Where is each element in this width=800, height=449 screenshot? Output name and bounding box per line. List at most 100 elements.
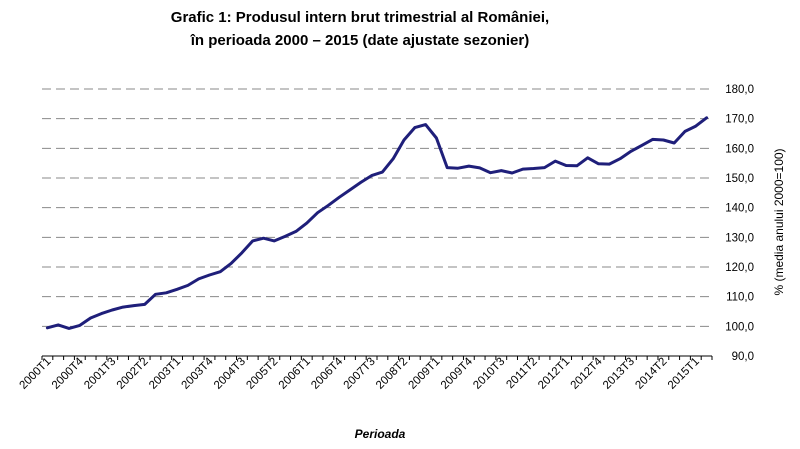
x-tick-label: 2012T1 [536, 356, 572, 392]
x-tick-label: 2005T2 [244, 356, 280, 392]
data-point [478, 166, 481, 170]
data-point [564, 164, 568, 167]
data-point [338, 196, 341, 199]
chart-title-line2: în perioada 2000 – 2015 (date ajustate s… [190, 32, 529, 49]
data-point [467, 164, 471, 168]
data-point [67, 327, 71, 330]
y-axis-title: % (media anului 2000=100) [772, 148, 786, 295]
x-tick-label: 2006T4 [309, 355, 345, 391]
data-point [175, 288, 179, 291]
x-tick-label: 2003T4 [180, 355, 216, 391]
data-point [651, 138, 654, 141]
data-point [89, 316, 92, 320]
y-tick-label: 180,0 [725, 84, 754, 96]
x-axis-title: Perioada [355, 427, 406, 441]
x-tick-label: 2015T1 [666, 356, 702, 392]
y-axis-ticks: 90,0 100,0 110,0 120,0 130,0 140,0 150,0 160,0 1… [725, 84, 754, 363]
y-tick-label: 170,0 [725, 114, 754, 126]
y-tick-label: 150,0 [725, 173, 754, 185]
data-point [283, 235, 287, 238]
data-point [111, 308, 114, 312]
x-tick-label: 2008T2 [374, 356, 410, 392]
x-tick-label: 2006T1 [277, 356, 313, 392]
data-point [597, 162, 600, 165]
data-point [348, 188, 352, 192]
data-point [608, 162, 611, 166]
data-point [489, 171, 492, 174]
data-point [121, 305, 125, 309]
data-point [57, 323, 60, 327]
data-point [554, 159, 557, 163]
data-point [532, 167, 535, 170]
x-tick-label: 2001T3 [82, 356, 118, 392]
x-tick-label: 2009T1 [406, 356, 442, 392]
x-tick-label: 2014T2 [633, 356, 669, 392]
series-line [45, 116, 709, 330]
data-point [186, 284, 190, 287]
data-point [543, 166, 546, 169]
gridlines [42, 88, 712, 327]
data-point [143, 303, 146, 306]
data-point [694, 124, 697, 128]
data-point [575, 164, 579, 167]
data-point [402, 138, 406, 142]
y-tick-label: 90,0 [732, 351, 754, 363]
data-point [262, 237, 265, 240]
data-point [305, 221, 308, 225]
data-point [327, 204, 330, 207]
data-point [640, 144, 643, 147]
data-point [100, 312, 103, 315]
data-point [197, 277, 200, 281]
y-tick-label: 130,0 [725, 232, 754, 244]
data-point [662, 138, 665, 142]
data-point [629, 150, 633, 153]
data-point [154, 293, 157, 296]
data-point [46, 326, 49, 329]
data-point [705, 116, 708, 120]
data-point [381, 170, 384, 174]
y-tick-label: 160,0 [725, 143, 754, 155]
data-point [521, 167, 525, 171]
data-point [219, 270, 222, 273]
data-point [294, 230, 298, 233]
data-point [132, 304, 136, 307]
x-tick-label: 2013T3 [601, 356, 637, 392]
x-tick-label: 2011T2 [504, 356, 539, 391]
data-point [78, 324, 82, 327]
data-point [435, 136, 438, 140]
data-point [586, 156, 589, 159]
data-point [251, 239, 254, 243]
y-tick-label: 110,0 [726, 292, 754, 304]
y-tick-label: 120,0 [725, 262, 754, 274]
data-point [392, 157, 395, 160]
chart-title-line1: Grafic 1: Produsul intern brut trimestri… [171, 9, 549, 26]
data-point [229, 262, 233, 265]
data-point [424, 123, 427, 126]
data-point [618, 157, 622, 160]
data-point [456, 167, 460, 170]
data-point [446, 166, 449, 169]
data-point [165, 291, 168, 294]
data-point [208, 273, 211, 277]
data-point [240, 251, 244, 254]
x-tick-label: 2007T3 [342, 356, 378, 392]
data-point [673, 141, 676, 145]
data-point [370, 174, 373, 177]
x-tick-label: 2003T1 [147, 356, 183, 392]
x-tick-label: 2000T4 [50, 355, 86, 391]
data-point [683, 130, 687, 133]
data-point [510, 171, 514, 175]
x-tick-label: 2002T2 [115, 356, 151, 392]
x-tick-label: 2010T3 [471, 356, 507, 392]
x-tick-label: 2009T4 [439, 355, 475, 391]
x-axis: 2000T12000T42001T32002T22003T12003T42004… [17, 355, 713, 392]
data-point [316, 211, 319, 214]
x-tick-label: 2000T1 [17, 356, 53, 392]
series-layer [45, 116, 709, 330]
data-point [413, 126, 416, 129]
x-tick-label: 2012T4 [569, 355, 605, 391]
y-tick-label: 100,0 [725, 321, 754, 333]
data-point [359, 181, 362, 184]
y-tick-label: 140,0 [725, 203, 754, 215]
